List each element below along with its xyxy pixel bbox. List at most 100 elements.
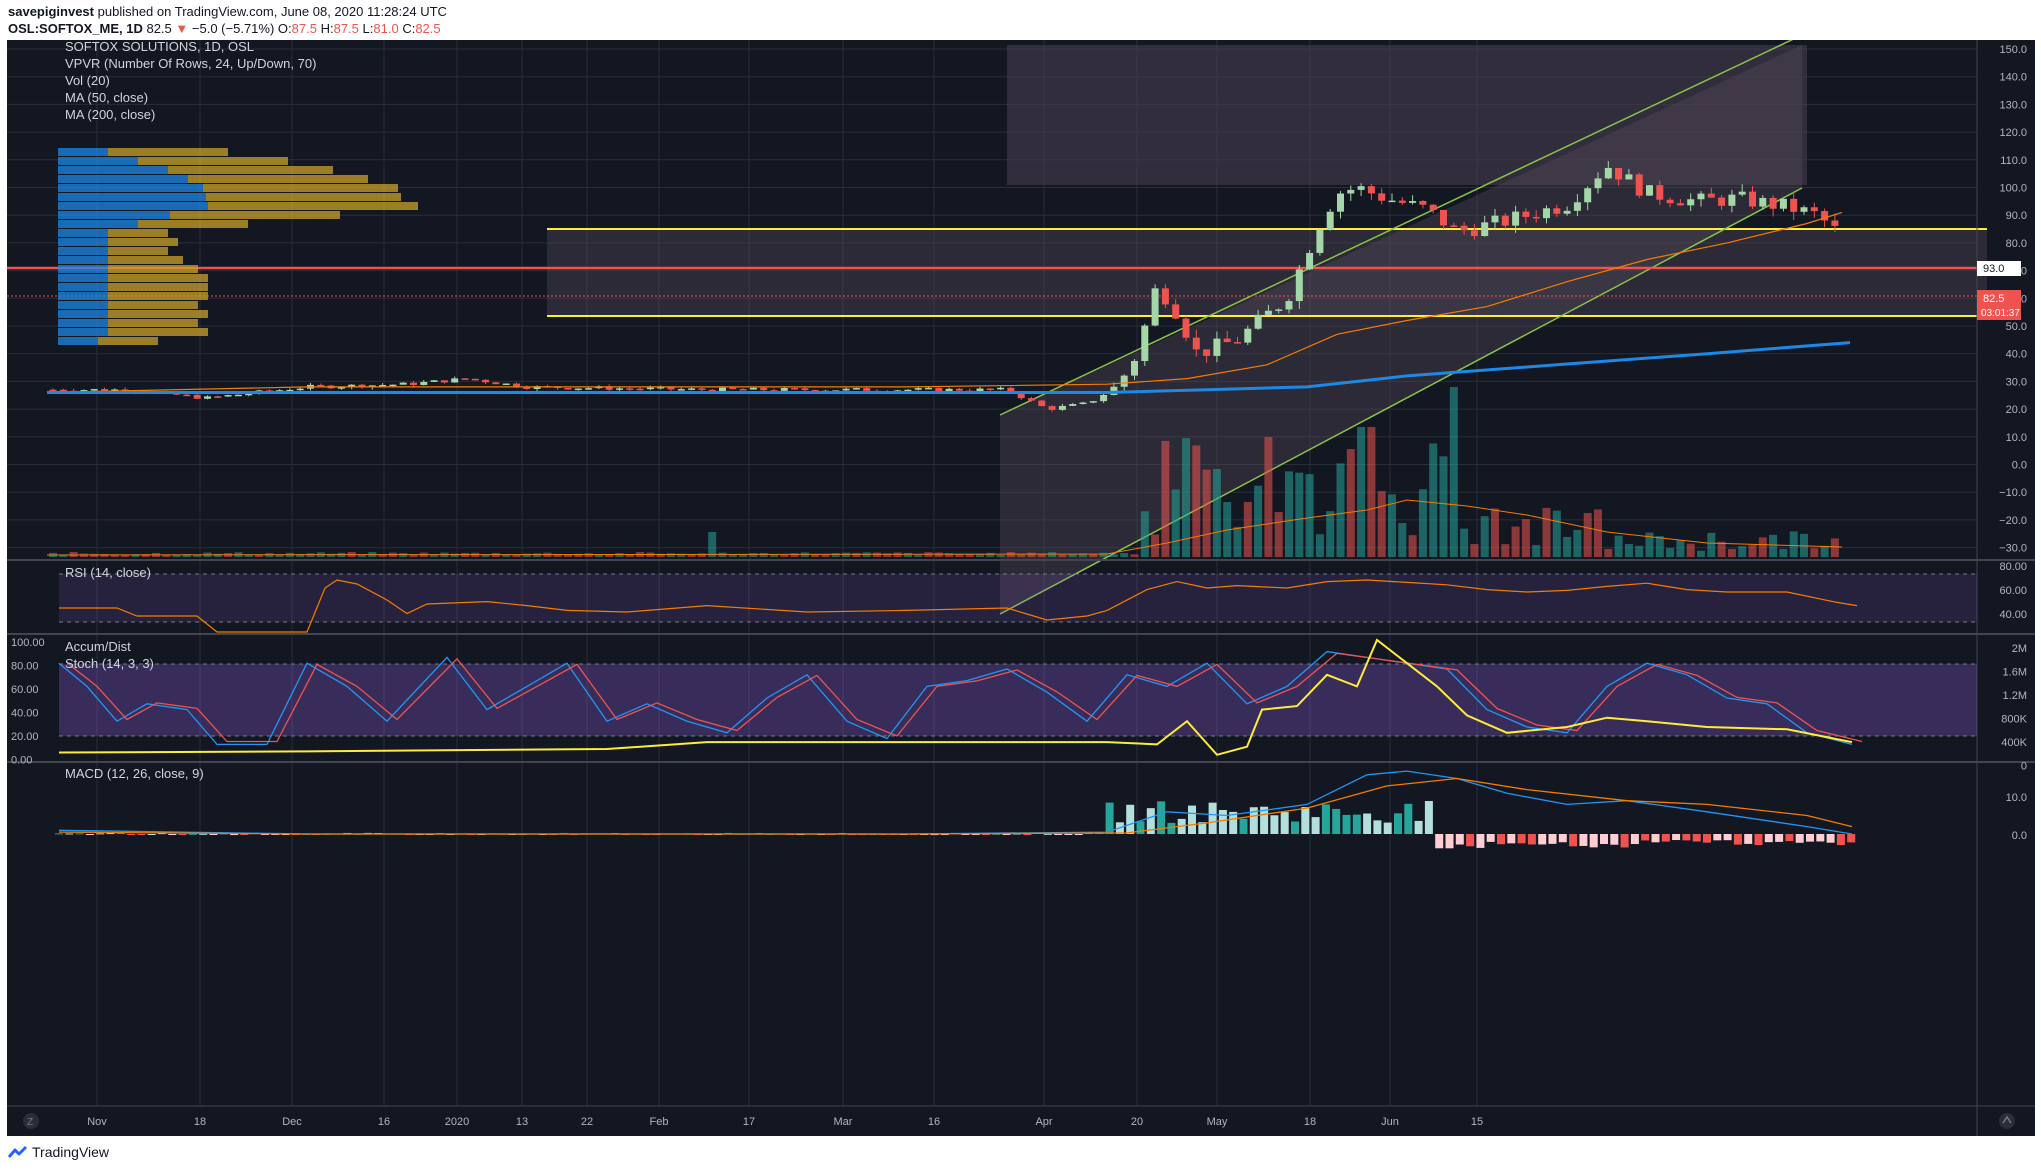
- macd-hist-bar: [1497, 834, 1505, 845]
- volume-bar: [1058, 554, 1067, 557]
- macd-hist-bar: [1043, 833, 1052, 835]
- volume-bar: [450, 553, 459, 557]
- footer-brand[interactable]: TradingView: [32, 1144, 110, 1160]
- volume-bar: [1079, 553, 1087, 557]
- price-axis-label: 80.0: [2006, 238, 2027, 250]
- vpvr-up-bar: [58, 310, 108, 318]
- time-axis[interactable]: Nov 18 Dec 16 2020 13 22 Feb 17 Mar 16 Apr 20 May 18 Ju…: [87, 1116, 1483, 1128]
- macd-hist-bar: [1733, 834, 1742, 845]
- candle-body: [1491, 215, 1499, 223]
- candle-body: [492, 382, 500, 385]
- time-axis-label: Dec: [282, 1116, 302, 1128]
- highlight-rectangle[interactable]: [1007, 45, 1807, 185]
- macd-hist-bar: [65, 833, 74, 835]
- legend-accum[interactable]: Accum/Dist: [65, 639, 131, 654]
- macd-hist-bar: [1332, 808, 1341, 834]
- macd-hist-bar: [55, 833, 63, 835]
- vpvr-down-bar: [108, 274, 208, 282]
- macd-hist-bar: [1311, 817, 1320, 834]
- candle-body: [801, 388, 809, 391]
- volume-bar: [1727, 548, 1736, 557]
- volume-bar: [1109, 554, 1118, 557]
- candle-body: [667, 386, 675, 390]
- open-value: 87.5: [291, 21, 317, 36]
- candle-body: [399, 382, 407, 385]
- volume-bar: [708, 532, 717, 557]
- macd-hist-bar: [1486, 834, 1495, 842]
- candle-body: [914, 388, 922, 390]
- chart-canvas[interactable]: SOFTOX SOLUTIONS, 1D, OSL VPVR (Number O…: [7, 40, 2035, 1136]
- candle-body: [1306, 252, 1314, 270]
- volume-bar: [1491, 508, 1499, 557]
- volume-bar: [1171, 489, 1180, 557]
- volume-bar: [131, 554, 140, 557]
- candle-body: [1347, 189, 1355, 194]
- price-axis-label: −20.0: [1999, 515, 2027, 527]
- channel-lower-line[interactable]: [999, 187, 1803, 615]
- price-axis-label: 110.0: [2000, 155, 2027, 167]
- volume-bar: [1460, 528, 1469, 557]
- legend-macd[interactable]: MACD (12, 26, close, 9): [65, 766, 204, 781]
- candle-body: [1604, 167, 1612, 179]
- volume-bar: [1532, 545, 1541, 557]
- legend-vol[interactable]: Vol (20): [65, 73, 110, 88]
- candle-body: [904, 389, 912, 392]
- volume-bar: [883, 553, 892, 557]
- channel-upper-line[interactable]: [999, 40, 1802, 416]
- rsi-axis: 80.00 60.00 40.00: [1999, 561, 2027, 621]
- candle-body: [1707, 193, 1715, 198]
- volume-bar: [976, 553, 984, 557]
- volume-bar: [996, 554, 1005, 557]
- volume-bar: [1614, 535, 1623, 557]
- vpvr-down-bar: [108, 148, 228, 156]
- resistance-zone[interactable]: [547, 229, 1987, 316]
- zoom-button[interactable]: [23, 1113, 39, 1129]
- volume-bar: [1099, 552, 1108, 557]
- candle-body: [935, 387, 943, 392]
- volume-bar: [1367, 427, 1376, 557]
- candle-body: [523, 387, 531, 389]
- candle-body: [1759, 197, 1767, 207]
- candle-body: [1481, 222, 1489, 236]
- volume-bar: [1501, 544, 1510, 557]
- settings-button[interactable]: [1999, 1113, 2015, 1129]
- legend-title[interactable]: SOFTOX SOLUTIONS, 1D, OSL: [65, 40, 254, 54]
- legend-rsi[interactable]: RSI (14, close): [65, 565, 151, 580]
- volume-bar: [378, 554, 387, 557]
- volume-bar: [358, 554, 366, 557]
- volume-bar: [296, 553, 305, 557]
- time-axis-label: May: [1207, 1116, 1228, 1128]
- macd-hist-bar: [1352, 814, 1361, 834]
- volume-bar: [1243, 501, 1252, 557]
- vpvr-up-bar: [58, 229, 108, 237]
- macd-hist-bar: [1744, 834, 1753, 844]
- candle-body: [1337, 193, 1344, 212]
- publisher-name[interactable]: savepiginvest: [8, 4, 94, 19]
- candle-body: [564, 387, 572, 390]
- macd-hist-bar: [1208, 802, 1217, 834]
- candle-body: [1100, 395, 1108, 402]
- volume-bar: [327, 553, 336, 557]
- legend-stoch[interactable]: Stoch (14, 3, 3): [65, 656, 154, 671]
- candle-body: [1089, 401, 1097, 403]
- volume-bar: [1789, 531, 1798, 557]
- candle-body: [1223, 338, 1231, 343]
- candle-body: [286, 389, 294, 392]
- candle-body: [739, 388, 747, 391]
- vpvr-down-bar: [188, 175, 368, 183]
- vpvr-up-bar: [58, 148, 108, 156]
- macd-hist-bar: [1188, 805, 1196, 834]
- legend-vpvr[interactable]: VPVR (Number Of Rows, 24, Up/Down, 70): [65, 56, 316, 71]
- macd-hist-bar: [1538, 834, 1547, 845]
- volume-bar: [1707, 532, 1716, 557]
- vpvr-up-bar: [58, 301, 108, 309]
- legend-ma200[interactable]: MA (200, close): [65, 107, 155, 122]
- macd-hist-bar: [1198, 822, 1207, 834]
- candle-body: [482, 379, 490, 383]
- legend-ma50[interactable]: MA (50, close): [65, 90, 148, 105]
- macd-hist-bar: [1363, 813, 1372, 834]
- time-axis-label: 18: [194, 1116, 206, 1128]
- publish-info: savepiginvest published on TradingView.c…: [8, 4, 447, 19]
- volume-bar: [1027, 552, 1036, 557]
- macd-hist-bar: [168, 834, 177, 835]
